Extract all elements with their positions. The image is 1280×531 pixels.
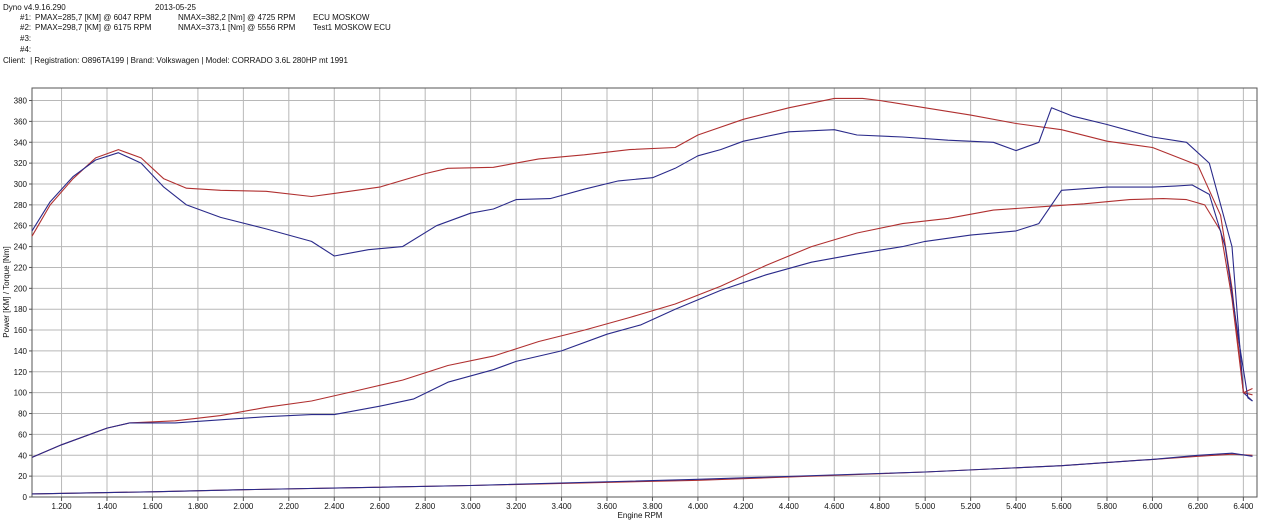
- y-tick-label: 240: [14, 243, 28, 252]
- run-id-3: #3:: [20, 34, 32, 43]
- x-tick-label: 3.200: [506, 502, 527, 511]
- x-tick-label: 3.000: [461, 502, 482, 511]
- x-tick-label: 6.400: [1233, 502, 1254, 511]
- y-ticks: 0 20 40 60 80 100 120 140 160 180 200 220 240 260 280 3…: [14, 97, 32, 502]
- x-tick-label: 1.400: [97, 502, 118, 511]
- x-tick-label: 4.600: [824, 502, 845, 511]
- x-tick-label: 1.800: [188, 502, 209, 511]
- run-nmax-2: NMAX=373,1 [Nm] @ 5556 RPM: [178, 23, 296, 32]
- series-group: [31, 97, 1253, 495]
- x-tick-label: 2.400: [324, 502, 345, 511]
- y-tick-label: 40: [18, 451, 27, 460]
- y-tick-label: 180: [14, 305, 28, 314]
- y-tick-label: 100: [14, 389, 28, 398]
- y-tick-label: 140: [14, 347, 28, 356]
- y-tick-label: 280: [14, 201, 28, 210]
- series-line-torque-run1: [31, 97, 1253, 394]
- x-tick-label: 2.600: [370, 502, 391, 511]
- x-tick-label: 3.400: [552, 502, 573, 511]
- y-tick-label: 160: [14, 326, 28, 335]
- y-tick-label: 380: [14, 97, 28, 106]
- plot-frame: [31, 87, 1258, 498]
- x-tick-label: 2.000: [233, 502, 254, 511]
- x-tick-label: 5.200: [961, 502, 982, 511]
- run-nmax-1: NMAX=382,2 [Nm] @ 4725 RPM: [178, 13, 296, 22]
- x-tick-label: 3.800: [642, 502, 663, 511]
- x-tick-label: 4.400: [779, 502, 800, 511]
- y-tick-label: 200: [14, 284, 28, 293]
- x-tick-label: 1.600: [142, 502, 163, 511]
- x-tick-label: 2.800: [415, 502, 436, 511]
- x-tick-label: 5.400: [1006, 502, 1027, 511]
- y-tick-label: 300: [14, 180, 28, 189]
- series-line-torque-run2: [31, 107, 1253, 402]
- y-tick-label: 340: [14, 138, 28, 147]
- series-line-power-run2: [31, 184, 1253, 458]
- x-tick-label: 3.600: [597, 502, 618, 511]
- x-tick-label: 4.800: [870, 502, 891, 511]
- x-tick-label: 5.000: [915, 502, 936, 511]
- y-axis-title: Power [KM] / Torque [Nm]: [2, 246, 11, 337]
- y-tick-label: 260: [14, 222, 28, 231]
- y-tick-label: 20: [18, 472, 27, 481]
- x-axis-title: Engine RPM: [618, 511, 663, 520]
- client-line: Client: | Registration: O896TA199 | Bran…: [3, 56, 348, 65]
- y-tick-label: 320: [14, 159, 28, 168]
- x-tick-label: 4.000: [688, 502, 709, 511]
- run-name-2: Test1 MOSKOW ECU: [313, 23, 391, 32]
- x-tick-label: 5.600: [1052, 502, 1073, 511]
- app-version: Dyno v4.9.16.290: [3, 3, 66, 12]
- run-date: 2013-05-25: [155, 3, 196, 12]
- series-line-line-low-run1: [31, 453, 1253, 495]
- run-pmax-1: PMAX=285,7 [KM] @ 6047 RPM: [35, 13, 152, 22]
- x-tick-label: 5.800: [1097, 502, 1118, 511]
- x-ticks: 1.200 1.400 1.600 1.800 2.000 2.200 2.400 2.600…: [52, 497, 1254, 511]
- run-pmax-2: PMAX=298,7 [KM] @ 6175 RPM: [35, 23, 152, 32]
- y-tick-label: 220: [14, 263, 28, 272]
- x-tick-label: 4.200: [733, 502, 754, 511]
- y-tick-label: 0: [23, 493, 28, 502]
- x-tick-label: 6.200: [1188, 502, 1209, 511]
- run-id-2: #2:: [20, 23, 32, 32]
- series-line-line-low-run2: [31, 452, 1253, 495]
- run-name-1: ECU MOSKOW: [313, 13, 370, 22]
- x-tick-label: 2.200: [279, 502, 300, 511]
- run-id-4: #4:: [20, 45, 32, 54]
- y-tick-label: 60: [18, 430, 27, 439]
- y-tick-label: 360: [14, 117, 28, 126]
- series-line-power-run1: [31, 198, 1253, 458]
- y-tick-label: 80: [18, 410, 27, 419]
- y-tick-label: 120: [14, 368, 28, 377]
- x-tick-label: 6.000: [1142, 502, 1163, 511]
- x-tick-label: 1.200: [52, 502, 73, 511]
- run-id-1: #1:: [20, 13, 32, 22]
- grid: [32, 88, 1257, 497]
